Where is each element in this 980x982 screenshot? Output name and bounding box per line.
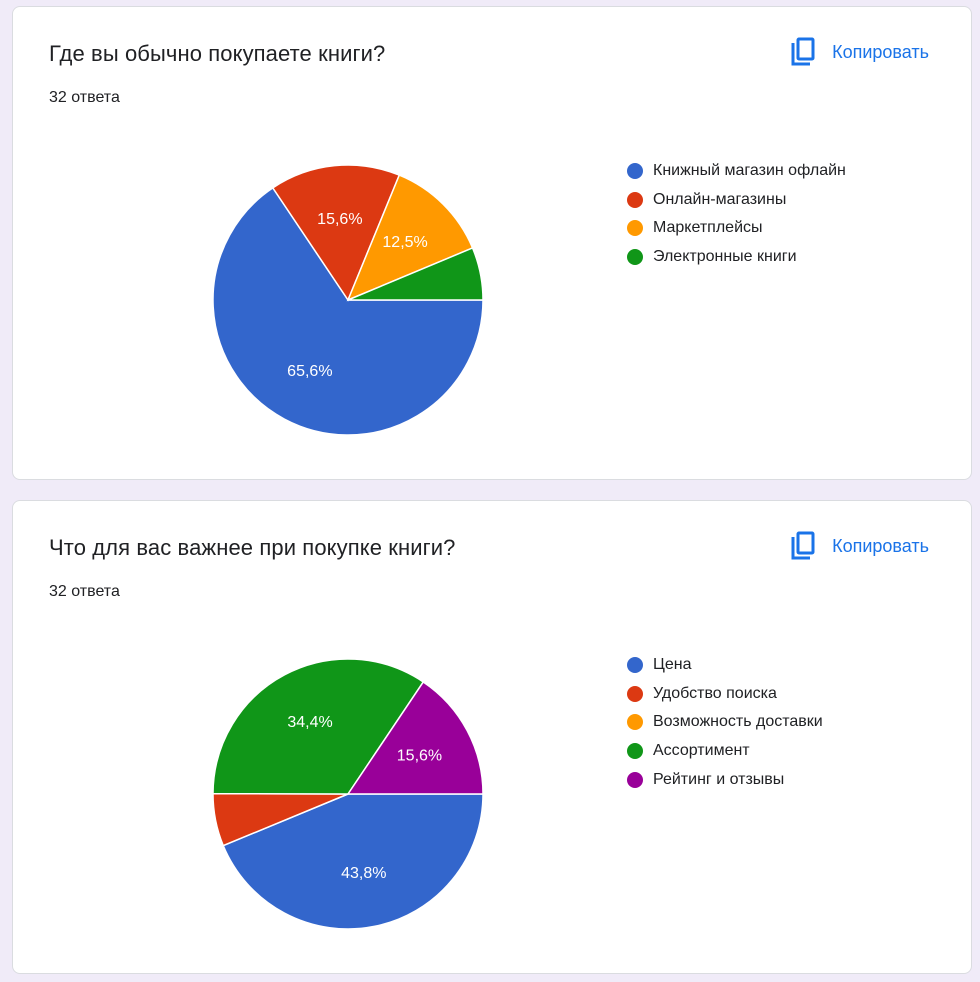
response-count: 32 ответа — [49, 583, 120, 600]
legend-swatch — [627, 191, 643, 208]
legend-swatch — [627, 163, 643, 180]
legend-label: Рейтинг и отзывы — [653, 770, 785, 788]
pie-chart: 65,6% 15,6% 12,5% — [212, 164, 484, 436]
summary-card: Что для вас важнее при покупке книги? 32… — [12, 500, 972, 974]
pie-slice — [346, 174, 474, 302]
chart-legend: Цена Удобство поиска Возможность доставки А… — [627, 651, 823, 794]
legend-label: Цена — [653, 656, 692, 674]
copy-icon — [790, 37, 816, 67]
legend-label: Ассортимент — [653, 742, 750, 760]
question-title: Где вы обычно покупаете книги? — [49, 41, 386, 66]
slice-data-label: 65,6% — [287, 363, 332, 380]
pie-slice — [212, 658, 425, 795]
copy-icon — [790, 531, 816, 561]
response-count: 32 ответа — [49, 89, 120, 106]
legend-item: Рейтинг и отзывы — [627, 765, 823, 794]
legend-label: Электронные книги — [653, 248, 797, 266]
legend-item: Электронные книги — [627, 243, 846, 272]
question-title: Что для вас важнее при покупке книги? — [49, 535, 456, 560]
legend-item: Онлайн-магазины — [627, 186, 846, 215]
legend-label: Возможность доставки — [653, 713, 823, 731]
legend-label: Маркетплейсы — [653, 219, 763, 237]
slice-data-label: 15,6% — [317, 211, 362, 228]
copy-button-label: Копировать — [832, 535, 929, 556]
legend-swatch — [627, 714, 643, 731]
pie-chart: 43,8% 34,4% 15,6% — [212, 658, 484, 930]
legend-item: Книжный магазин офлайн — [627, 157, 846, 186]
legend-label: Онлайн-магазины — [653, 190, 787, 208]
legend-swatch — [627, 220, 643, 237]
pie-slice — [212, 186, 484, 436]
pie-slice — [346, 680, 484, 795]
pie-slice — [347, 246, 484, 301]
legend-item: Маркетплейсы — [627, 214, 846, 243]
copy-chart-button[interactable]: Копировать — [790, 37, 929, 67]
legend-label: Удобство поиска — [653, 684, 777, 702]
legend-item: Ассортимент — [627, 737, 823, 766]
legend-swatch — [627, 685, 643, 702]
legend-swatch — [627, 657, 643, 674]
legend-swatch — [627, 771, 643, 788]
slice-data-label: 34,4% — [287, 714, 332, 731]
legend-swatch — [627, 249, 643, 266]
copy-chart-button[interactable]: Копировать — [790, 531, 929, 561]
legend-item: Цена — [627, 651, 823, 680]
legend-swatch — [627, 743, 643, 760]
slice-data-label: 43,8% — [341, 865, 386, 882]
slice-data-label: 12,5% — [382, 234, 427, 251]
legend-item: Удобство поиска — [627, 680, 823, 709]
slice-data-label: 15,6% — [397, 747, 442, 764]
summary-card: Где вы обычно покупаете книги? 32 ответа… — [12, 6, 972, 480]
copy-button-label: Копировать — [832, 41, 929, 62]
chart-legend: Книжный магазин офлайн Онлайн-магазины Мар… — [627, 157, 846, 271]
pie-slice — [271, 164, 401, 302]
legend-label: Книжный магазин офлайн — [653, 162, 846, 180]
legend-item: Возможность доставки — [627, 708, 823, 737]
pie-slice — [222, 793, 484, 930]
